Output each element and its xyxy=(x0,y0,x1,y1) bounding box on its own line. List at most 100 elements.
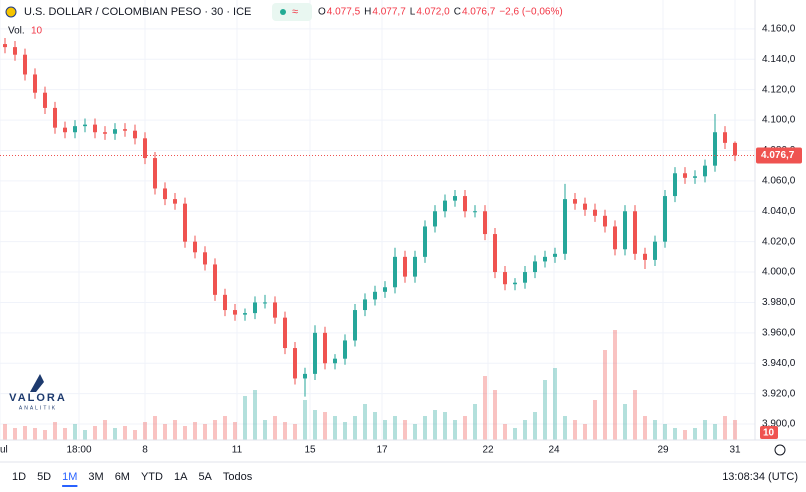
status-dot xyxy=(280,9,286,15)
volume-bar xyxy=(193,422,197,440)
candle-body xyxy=(193,241,197,253)
volume-bar xyxy=(183,426,187,440)
volume-bar xyxy=(413,424,417,440)
logo-mark xyxy=(30,374,44,392)
range-button[interactable]: 5A xyxy=(198,471,212,483)
volume-bar xyxy=(723,416,727,440)
y-tick-label: 3.920,0 xyxy=(762,388,796,399)
volume-bar xyxy=(603,350,607,440)
ohlc-legend: O 4.077,5 H 4.077,7 L 4.072,0 C 4.076,7 −2,6 (−0… xyxy=(318,7,563,18)
candle-body xyxy=(113,129,117,134)
status-badge[interactable] xyxy=(272,3,312,21)
candle-body xyxy=(623,211,627,250)
candle-body xyxy=(143,138,147,159)
candle-body xyxy=(203,252,207,265)
volume-bar xyxy=(563,416,567,440)
volume-bar xyxy=(333,416,337,440)
volume-bar xyxy=(33,428,37,440)
volume-bar xyxy=(353,416,357,440)
candle-body xyxy=(33,74,37,93)
range-button[interactable]: 1A xyxy=(174,471,188,483)
logo-name: VALORA xyxy=(9,392,67,404)
range-button[interactable]: 3M xyxy=(88,471,103,483)
symbol[interactable]: U.S. DOLLAR / COLOMBIAN PESO · 30 · ICE xyxy=(24,6,251,18)
volume-bar xyxy=(503,424,507,440)
volume-bar xyxy=(693,428,697,440)
volume-bar xyxy=(713,424,717,440)
candle-body xyxy=(223,294,227,311)
candle-body xyxy=(493,234,497,273)
logo-tagline: ANALITIK xyxy=(19,405,57,411)
candle-body xyxy=(553,253,557,257)
y-tick-label: 3.900,0 xyxy=(762,419,796,430)
volume-bar xyxy=(23,426,27,440)
candle-body xyxy=(603,215,607,227)
candle-body xyxy=(733,142,737,156)
y-tick-label: 3.940,0 xyxy=(762,358,796,369)
volume-bar xyxy=(323,412,327,440)
volume-bar xyxy=(483,376,487,440)
candle-body xyxy=(353,310,357,341)
volume-bar xyxy=(573,420,577,440)
settings-icon[interactable] xyxy=(774,444,786,456)
candle-body xyxy=(83,124,87,127)
volume-bar xyxy=(303,400,307,440)
ohlc-key: C xyxy=(454,7,461,18)
ohlc-key: H xyxy=(364,7,371,18)
volume-bar xyxy=(463,416,467,440)
x-tick-label: 31 xyxy=(729,445,741,456)
volume-bar xyxy=(43,430,47,440)
volume-bar xyxy=(553,368,557,440)
candle-body xyxy=(383,287,387,292)
range-button[interactable]: Todos xyxy=(223,471,253,483)
x-tick-label: 11 xyxy=(232,445,243,456)
candle-body xyxy=(693,176,697,178)
ohlc-key: O xyxy=(318,7,326,18)
volume-label: Vol. xyxy=(8,26,25,37)
candle-body xyxy=(123,129,127,131)
candle-body xyxy=(643,253,647,260)
candle-body xyxy=(593,209,597,216)
x-tick-label: 24 xyxy=(548,445,560,456)
volume-bar xyxy=(53,422,57,440)
range-button[interactable]: 5D xyxy=(37,471,51,483)
volume-bar xyxy=(613,330,617,440)
candle-body xyxy=(333,358,337,364)
ohlc-value: 4.077,7 xyxy=(372,7,406,18)
candle-body xyxy=(483,211,487,235)
volume-bar xyxy=(703,420,707,440)
range-button[interactable]: 6M xyxy=(115,471,130,483)
candle-body xyxy=(103,132,107,134)
candle-body xyxy=(723,132,727,143)
x-tick-label: 18:00 xyxy=(66,445,91,456)
range-button[interactable]: 1D xyxy=(12,471,26,483)
volume-bar xyxy=(103,420,107,440)
y-tick-label: 4.100,0 xyxy=(762,115,796,126)
candle-body xyxy=(43,92,47,108)
volume-bar xyxy=(223,416,227,440)
volume-bar xyxy=(473,404,477,440)
y-tick-label: 4.020,0 xyxy=(762,236,796,247)
y-tick-label: 4.060,0 xyxy=(762,176,796,187)
range-button[interactable]: YTD xyxy=(141,471,163,483)
last-price-tag xyxy=(756,147,802,164)
candle-body xyxy=(503,272,507,285)
candle-body xyxy=(413,256,417,277)
volume-bar xyxy=(133,430,137,440)
candle-body xyxy=(683,173,687,178)
candle-body xyxy=(523,272,527,283)
clock: 13:08:34 (UTC) xyxy=(722,471,798,483)
volume-bar xyxy=(543,380,547,440)
candle-body xyxy=(663,196,667,242)
range-button[interactable]: 1M xyxy=(62,471,77,483)
volume-bar xyxy=(273,416,277,440)
ohlc-value: 4.072,0 xyxy=(416,7,450,18)
ohlc-key: L xyxy=(410,7,416,18)
volume-bar xyxy=(203,424,207,440)
volume-bar xyxy=(283,422,287,440)
volume-bar xyxy=(93,426,97,440)
volume-bar xyxy=(533,412,537,440)
candles xyxy=(3,37,737,397)
candle-body xyxy=(393,256,397,288)
candle-body xyxy=(53,107,57,128)
